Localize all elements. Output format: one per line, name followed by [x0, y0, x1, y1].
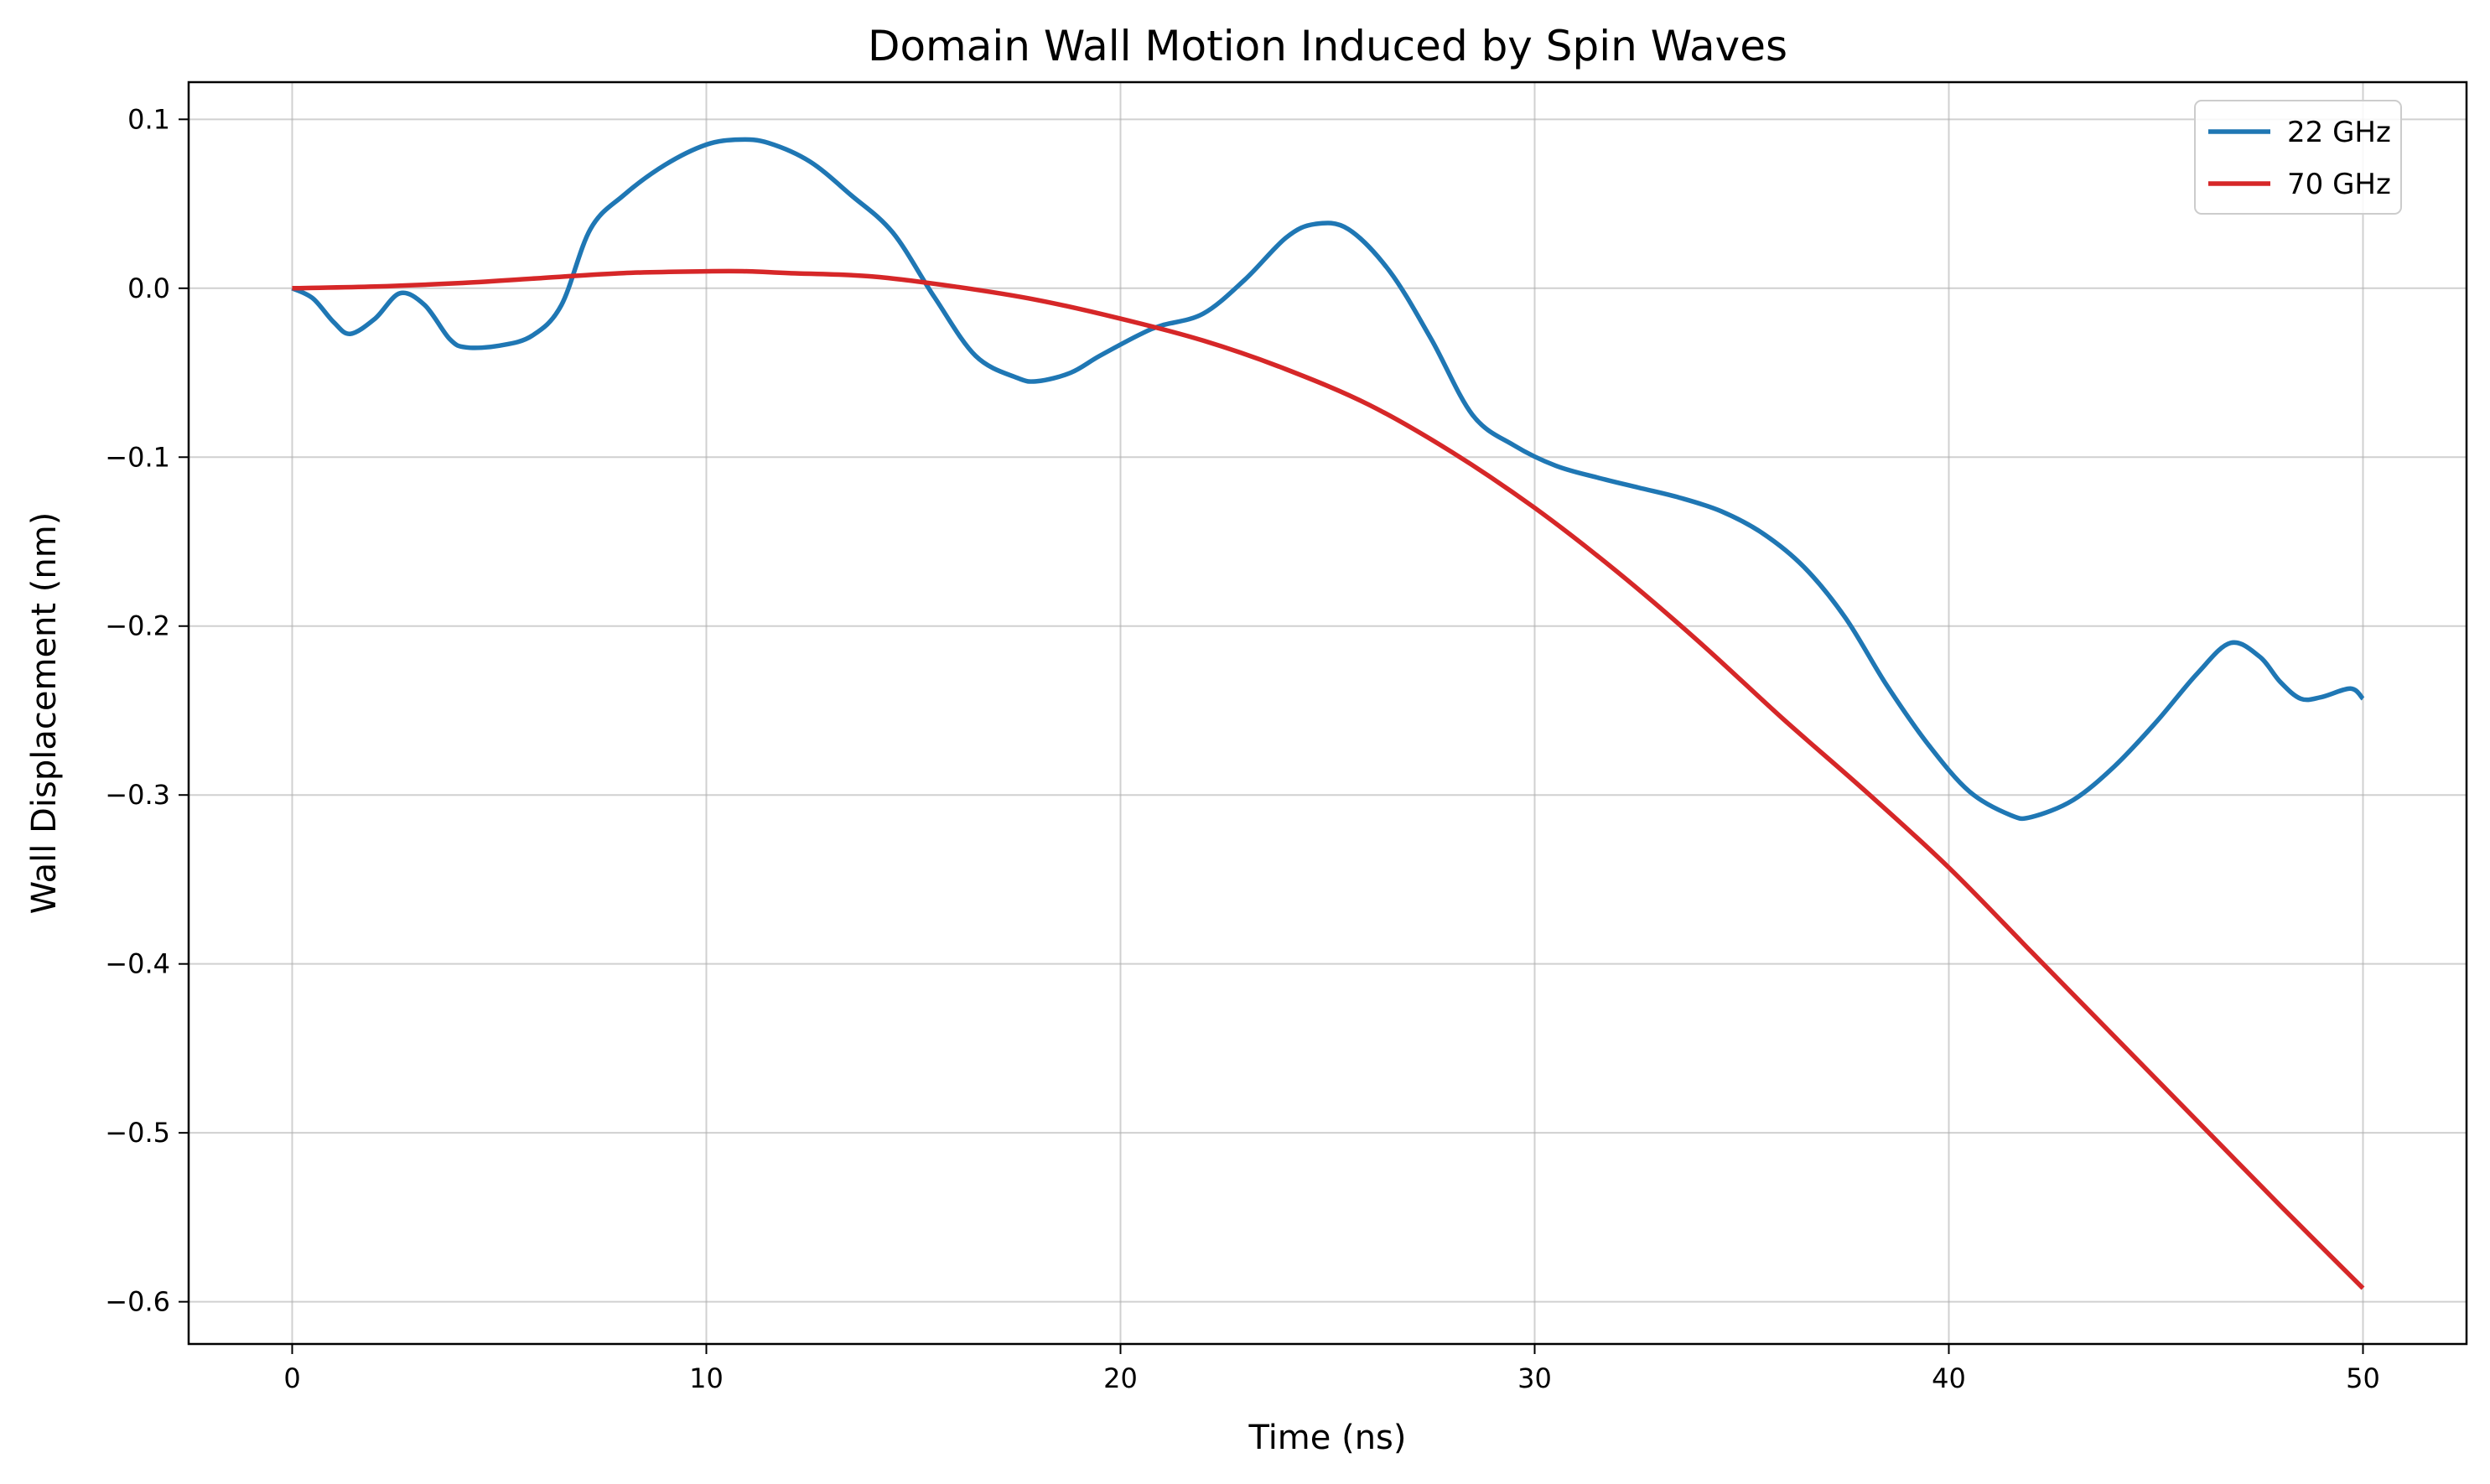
plot-frame — [187, 80, 2468, 1346]
axis-ticks: 0 10 20 30 40 50 0.1 0.0 −0.1 −0.2 −0.3 −0.4 −0.5 −0.… — [105, 103, 2380, 1394]
x-tick-label: 40 — [1932, 1362, 1966, 1394]
x-tick-label: 20 — [1103, 1362, 1138, 1394]
x-tick-label: 50 — [2346, 1362, 2380, 1394]
x-tick-label: 10 — [689, 1362, 724, 1394]
legend-label-2: 70 GHz — [2287, 168, 2391, 201]
y-tick-label: −0.6 — [105, 1286, 170, 1318]
y-tick-label: 0.1 — [127, 103, 170, 135]
y-tick-label: −0.5 — [105, 1117, 170, 1149]
series-line-2 — [292, 268, 2365, 1290]
x-axis-label: Time (ns) — [1248, 1419, 1406, 1457]
y-tick-label: −0.2 — [105, 610, 170, 642]
y-tick-label: −0.1 — [105, 441, 170, 473]
chart-title: Domain Wall Motion Induced by Spin Waves — [868, 22, 1787, 70]
plot-series — [291, 137, 2365, 1290]
y-tick-label: −0.3 — [105, 779, 170, 811]
series-line-1 — [291, 137, 2365, 822]
x-tick-label: 30 — [1517, 1362, 1552, 1394]
y-tick-label: −0.4 — [105, 948, 170, 980]
x-tick-label: 0 — [283, 1362, 300, 1394]
legend: 22 GHz 70 GHz — [2194, 100, 2402, 215]
y-axis-label: Wall Displacement (nm) — [25, 512, 64, 915]
grid-lines — [189, 82, 2467, 1344]
y-tick-label: 0.0 — [127, 272, 170, 304]
legend-label-1: 22 GHz — [2287, 116, 2391, 149]
